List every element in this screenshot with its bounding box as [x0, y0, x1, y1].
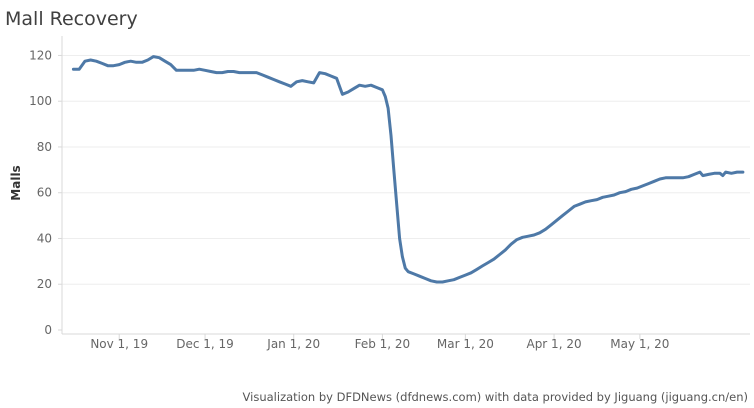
- x-tick-label: Dec 1, 19: [176, 337, 234, 351]
- y-tick-label: 0: [44, 323, 52, 337]
- x-tick-label: Feb 1, 20: [355, 337, 411, 351]
- y-tick-label: 60: [37, 186, 52, 200]
- y-tick-label: 120: [29, 48, 52, 62]
- attribution-credit: Visualization by DFDNews (dfdnews.com) w…: [242, 390, 748, 404]
- plot-area: [71, 55, 745, 284]
- y-tick-label: 100: [29, 94, 52, 108]
- y-axis-title: Malls: [9, 165, 23, 200]
- y-axis: 0 20 40 60 80 100 120: [29, 36, 63, 337]
- y-tick-label: 40: [37, 231, 52, 245]
- x-tick-label: Jan 1, 20: [266, 337, 320, 351]
- x-tick-label: May 1, 20: [610, 337, 669, 351]
- chart-title: Mall Recovery: [5, 8, 138, 30]
- x-axis: Nov 1, 19 Dec 1, 19 Jan 1, 20 Feb 1, 20 Mar …: [62, 333, 750, 351]
- x-tick-label: Nov 1, 19: [90, 337, 148, 351]
- x-tick-label: Apr 1, 20: [526, 337, 581, 351]
- line-chart: 0 20 40 60 80 100 120 Nov 1, 19 Dec 1, 19 Jan 1,…: [9, 36, 750, 351]
- y-gridlines: [62, 54, 750, 285]
- y-tick-label: 80: [37, 140, 52, 154]
- series-line: [71, 55, 745, 284]
- y-tick-label: 20: [37, 277, 52, 291]
- x-tick-label: Mar 1, 20: [437, 337, 494, 351]
